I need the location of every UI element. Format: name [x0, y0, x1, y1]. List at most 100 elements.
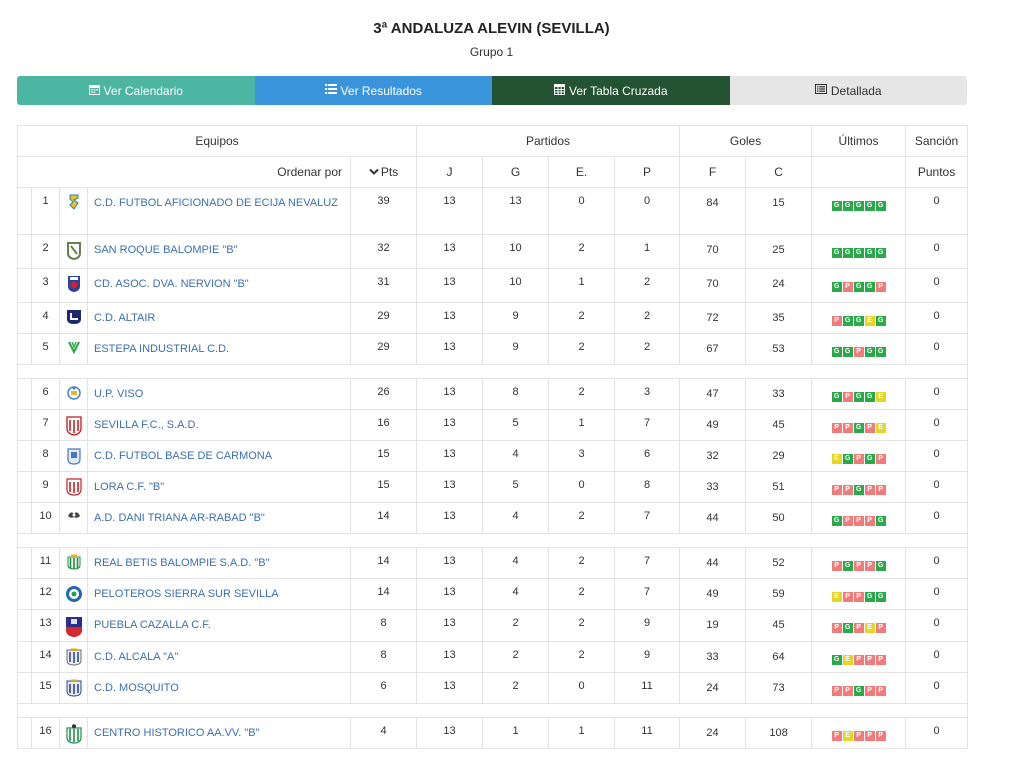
team-crest-cell [59, 234, 88, 269]
col-g[interactable]: G [482, 156, 549, 188]
team-cell: LORA C.F. "B" [87, 471, 351, 503]
detailed-button[interactable]: Detallada [729, 76, 967, 105]
team-name-link[interactable]: U.P. VISO [94, 388, 144, 400]
table-row: 2 SAN ROQUE BALOMPIE "B" 32 13 10 2 1 70 25 G G G G G… [17, 234, 969, 269]
row-gutter [17, 578, 32, 610]
result-badge: G [853, 686, 864, 696]
cross-table-button[interactable]: Ver Tabla Cruzada [492, 76, 730, 105]
pts-cell: 39 [350, 187, 417, 235]
drawn-cell: 0 [548, 471, 615, 503]
played-cell: 13 [416, 302, 483, 334]
sanction-cell: 0 [905, 641, 969, 673]
result-badge: E [842, 731, 853, 741]
team-crest-cell [59, 502, 88, 534]
team-crest [67, 341, 81, 357]
result-badge: G [875, 592, 886, 602]
team-cell: PELOTEROS SIERRA SUR SEVILLA [87, 578, 351, 610]
result-badge: P [853, 592, 864, 602]
sanction-cell: 0 [905, 234, 969, 269]
team-name-link[interactable]: ESTEPA INDUSTRIAL C.D. [94, 343, 230, 355]
team-name-link[interactable]: SAN ROQUE BALOMPIE "B" [94, 244, 238, 256]
goals-for-cell: 44 [679, 502, 747, 534]
team-name-link[interactable]: C.D. FUTBOL BASE DE CARMONA [94, 450, 273, 462]
table-row: 10 A.D. DANI TRIANA AR-RABAD "B" 14 13 4 2 7 44… [17, 502, 969, 534]
row-gutter [17, 547, 32, 579]
goals-for-cell: 19 [679, 609, 747, 642]
calendar-icon [88, 84, 100, 98]
sanction-cell: 0 [905, 440, 969, 472]
team-name-link[interactable]: C.D. ALTAIR [94, 312, 156, 324]
sort-column-label: Pts [380, 164, 399, 179]
calendar-button[interactable]: Ver Calendario [17, 76, 255, 105]
team-crest [67, 194, 81, 213]
result-badge: G [853, 423, 864, 433]
detailed-button-label: Detallada [830, 83, 882, 98]
team-name-link[interactable]: CD. ASOC. DVA. NERVION "B" [94, 278, 249, 290]
team-crest [65, 586, 83, 606]
table-row: 8 C.D. FUTBOL BASE DE CARMONA 15 13 4 3 6 32 29 E… [17, 440, 969, 472]
result-badge: P [875, 686, 886, 696]
col-p[interactable]: P [613, 156, 681, 188]
won-cell: 13 [482, 187, 549, 235]
pts-cell: 31 [350, 268, 417, 303]
team-name-link[interactable]: PUEBLA CAZALLA C.F. [94, 619, 211, 631]
goals-for-cell: 32 [679, 440, 747, 472]
result-badge: P [831, 561, 842, 571]
sanction-cell: 0 [905, 187, 969, 235]
result-badge: G [875, 248, 886, 258]
won-cell: 4 [482, 578, 549, 610]
separator-cell [16, 703, 969, 718]
result-badge: P [853, 731, 864, 741]
played-cell: 13 [416, 578, 483, 610]
view-button-bar: Ver Calendario Ver Resultados Ver Tabla … [17, 76, 967, 105]
row-gutter [17, 268, 32, 303]
team-crest-cell [59, 717, 88, 749]
result-badge: G [842, 316, 853, 326]
team-name-link[interactable]: SEVILLA F.C., S.A.D. [94, 419, 199, 431]
col-j[interactable]: J [416, 156, 483, 188]
row-gutter [17, 234, 32, 269]
result-badge: G [864, 248, 875, 258]
col-e[interactable]: E. [548, 156, 615, 188]
lost-cell: 11 [613, 672, 681, 704]
played-cell: 13 [416, 440, 483, 472]
team-name-link[interactable]: C.D. MOSQUITO [94, 682, 179, 694]
result-badge: G [842, 347, 853, 357]
won-cell: 2 [482, 672, 549, 704]
goals-against-cell: 73 [745, 672, 813, 704]
team-name-link[interactable]: CENTRO HISTORICO AA.VV. "B" [94, 727, 260, 739]
col-f[interactable]: F [679, 156, 747, 188]
result-badge: G [831, 282, 842, 292]
col-c[interactable]: C [745, 156, 813, 188]
position-cell: 13 [31, 609, 60, 642]
result-badge: P [864, 485, 875, 495]
row-gutter [17, 333, 32, 365]
results-button[interactable]: Ver Resultados [254, 76, 492, 105]
team-name-link[interactable]: A.D. DANI TRIANA AR-RABAD "B" [94, 512, 265, 524]
team-name-link[interactable]: LORA C.F. "B" [94, 481, 165, 493]
result-badge: E [875, 392, 886, 402]
team-cell: CD. ASOC. DVA. NERVION "B" [87, 268, 351, 303]
chevron-down-icon [369, 165, 379, 179]
row-gutter [17, 302, 32, 334]
won-cell: 9 [482, 333, 549, 365]
team-cell: PUEBLA CAZALLA C.F. [87, 609, 351, 642]
list-icon [324, 84, 337, 97]
result-badge: P [831, 423, 842, 433]
pts-cell: 26 [350, 378, 417, 410]
team-name-link[interactable]: PELOTEROS SIERRA SUR SEVILLA [94, 588, 279, 600]
goals-for-cell: 49 [679, 409, 747, 441]
row-gutter [17, 609, 32, 642]
team-name-link[interactable]: C.D. ALCALA "A" [94, 651, 179, 663]
team-name-link[interactable]: REAL BETIS BALOMPIE S.A.D. "B" [94, 557, 270, 569]
won-cell: 4 [482, 547, 549, 579]
goals-for-cell: 44 [679, 547, 747, 579]
sort-pts-header[interactable]: Pts [350, 156, 417, 188]
header-last: Últimos [811, 125, 907, 157]
row-gutter [17, 502, 32, 534]
goals-against-cell: 24 [745, 268, 813, 303]
team-name-link[interactable]: C.D. FUTBOL AFICIONADO DE ECIJA NEVALUZ [94, 197, 338, 209]
